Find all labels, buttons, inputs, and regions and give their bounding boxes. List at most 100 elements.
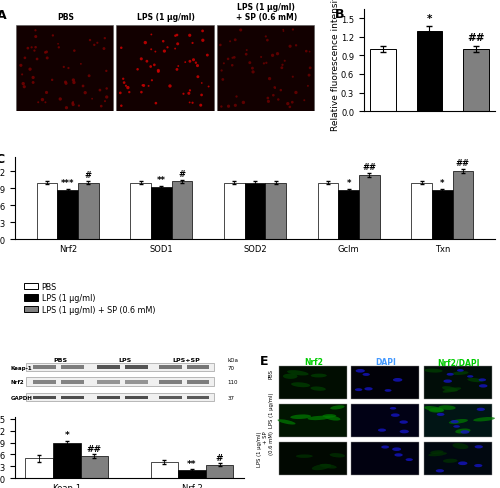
Bar [151, 188, 172, 240]
Point [100, 45, 108, 53]
Point [204, 52, 212, 60]
Point [154, 68, 162, 76]
Point [64, 65, 72, 73]
Text: ***: *** [61, 179, 74, 187]
Point [142, 40, 150, 47]
Point [18, 71, 26, 79]
Point [62, 104, 70, 112]
Ellipse shape [362, 373, 370, 376]
Ellipse shape [393, 378, 402, 382]
Point [192, 60, 200, 67]
Point [32, 44, 40, 52]
Ellipse shape [452, 371, 468, 375]
Point [28, 44, 36, 52]
Ellipse shape [310, 374, 327, 378]
Point [262, 60, 270, 67]
Ellipse shape [444, 380, 452, 383]
Text: **: ** [187, 459, 196, 468]
Point [26, 66, 34, 74]
Point [266, 76, 274, 83]
Point [264, 37, 272, 45]
Point [70, 80, 78, 87]
Ellipse shape [400, 430, 409, 433]
Bar [58, 190, 78, 240]
Y-axis label: Relative fluorescence intensity: Relative fluorescence intensity [330, 0, 340, 131]
Ellipse shape [384, 389, 392, 392]
Point [56, 96, 64, 103]
Ellipse shape [394, 453, 402, 457]
Point [302, 48, 310, 56]
Ellipse shape [473, 417, 495, 422]
Bar [26, 363, 214, 372]
Text: #: # [216, 453, 224, 462]
Bar [217, 26, 314, 112]
Ellipse shape [452, 443, 468, 449]
Text: #: # [178, 170, 186, 179]
Point [270, 84, 278, 92]
Bar [186, 396, 210, 399]
Text: #: # [85, 171, 92, 180]
Ellipse shape [428, 452, 447, 456]
Point [43, 55, 51, 63]
Bar [130, 183, 151, 240]
Ellipse shape [468, 378, 483, 383]
Ellipse shape [392, 447, 401, 451]
Point [171, 45, 179, 53]
Point [17, 62, 25, 70]
Bar [60, 380, 84, 384]
Ellipse shape [278, 419, 295, 425]
Bar [178, 470, 206, 478]
Bar [98, 396, 120, 399]
Point [146, 63, 154, 71]
Ellipse shape [381, 446, 389, 448]
Ellipse shape [364, 387, 372, 390]
Ellipse shape [322, 414, 336, 418]
Point [232, 102, 239, 110]
Ellipse shape [310, 386, 326, 391]
Ellipse shape [390, 407, 396, 410]
Text: Keap-1: Keap-1 [10, 365, 32, 370]
Point [224, 56, 232, 64]
Point [140, 82, 147, 90]
Ellipse shape [296, 454, 313, 458]
Bar [338, 190, 359, 240]
Bar [150, 463, 178, 478]
Point [300, 97, 308, 105]
Point [190, 57, 198, 64]
Point [122, 82, 130, 90]
Bar [53, 444, 80, 478]
Ellipse shape [424, 406, 444, 412]
Text: *: * [427, 14, 432, 24]
Bar [432, 190, 452, 240]
Point [32, 34, 40, 41]
Point [90, 42, 98, 50]
Point [20, 83, 28, 91]
Point [118, 45, 126, 53]
Point [292, 89, 300, 97]
Text: LPS (1 μg/ml)
+ SP (0.6 mM): LPS (1 μg/ml) + SP (0.6 mM) [236, 2, 297, 22]
Ellipse shape [355, 388, 362, 391]
Point [120, 80, 128, 87]
Point [306, 49, 314, 57]
Ellipse shape [474, 464, 482, 467]
Ellipse shape [442, 387, 461, 393]
Bar [159, 366, 182, 369]
Legend: PBS, LPS (1 μg/ml), LPS (1 μg/ml) + SP (0.6 mM): PBS, LPS (1 μg/ml), LPS (1 μg/ml) + SP (… [24, 282, 155, 314]
Point [94, 40, 102, 48]
Ellipse shape [438, 406, 456, 410]
Text: DAPI: DAPI [376, 357, 396, 366]
Point [38, 97, 46, 104]
Ellipse shape [457, 369, 464, 372]
Point [198, 28, 206, 36]
Point [152, 49, 160, 57]
Ellipse shape [290, 415, 311, 419]
Text: PBS: PBS [268, 368, 274, 378]
Bar [351, 404, 420, 437]
Point [70, 77, 78, 85]
Point [242, 47, 250, 55]
Point [262, 34, 270, 41]
Point [69, 99, 77, 107]
Point [138, 89, 145, 97]
Ellipse shape [406, 458, 413, 461]
Point [49, 32, 57, 40]
